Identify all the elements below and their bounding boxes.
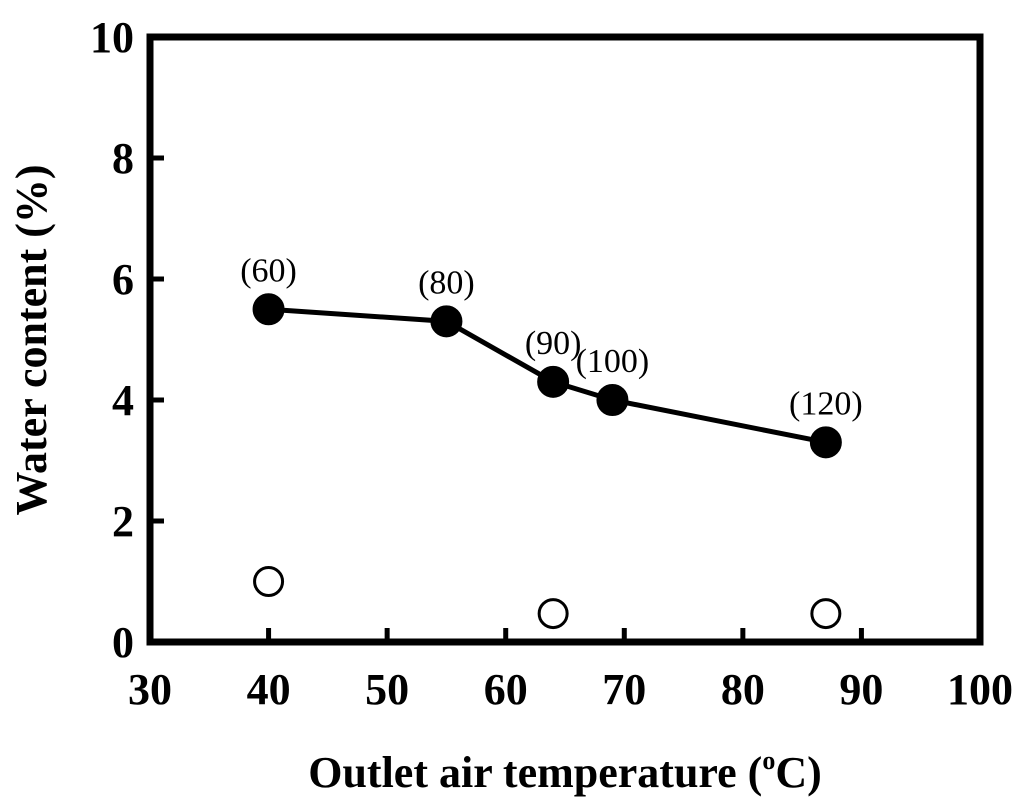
- data-point-filled: [430, 305, 463, 338]
- x-tick-label: 80: [721, 665, 765, 714]
- x-axis-title-unit: C): [775, 748, 821, 797]
- y-axis-ticks: 0 2 4 6 8 10: [90, 13, 164, 667]
- data-point-open: [810, 598, 842, 630]
- data-point-label: (100): [576, 343, 650, 380]
- data-point-label: (120): [789, 385, 863, 422]
- data-point-filled: [537, 365, 570, 398]
- data-point-open: [537, 598, 569, 630]
- x-tick-label: 60: [484, 665, 528, 714]
- data-point-label: (80): [418, 264, 475, 301]
- x-axis-ticks: 30 40 50 60 70 80 90 100: [128, 628, 1013, 714]
- y-tick-label: 2: [112, 497, 134, 546]
- data-point-filled: [596, 384, 629, 416]
- point-labels: (60) (80) (90)(100) (120): [240, 252, 862, 422]
- x-tick-label: 40: [247, 665, 291, 714]
- series-points: [252, 293, 842, 630]
- x-tick-label: 50: [365, 665, 409, 714]
- data-point-open: [253, 566, 285, 597]
- data-point-filled: [252, 293, 285, 326]
- y-tick-label: 10: [90, 13, 134, 62]
- data-point-label: (60): [240, 252, 297, 289]
- x-tick-label: 30: [128, 665, 172, 714]
- y-tick-label: 0: [112, 618, 134, 667]
- x-axis-title-main: Outlet air temperature (: [308, 748, 762, 797]
- x-axis-title: Outlet air temperature (oC): [308, 746, 822, 797]
- data-point-label: (90): [525, 325, 582, 362]
- y-tick-label: 4: [112, 376, 134, 425]
- x-axis-title-degree: o: [762, 746, 775, 775]
- y-tick-label: 8: [112, 134, 134, 183]
- x-tick-label: 70: [602, 665, 646, 714]
- x-tick-label: 90: [839, 665, 883, 714]
- y-axis-title: Water content (%): [7, 164, 56, 515]
- y-tick-label: 6: [112, 255, 134, 304]
- x-tick-label: 100: [947, 665, 1013, 714]
- data-point-filled: [809, 426, 842, 459]
- plot-frame: [146, 33, 984, 646]
